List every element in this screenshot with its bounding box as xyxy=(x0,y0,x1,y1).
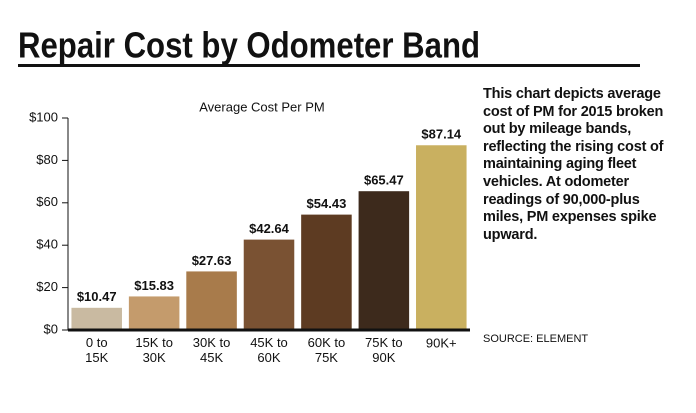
value-label: $27.63 xyxy=(192,253,232,268)
y-tick-label: $20 xyxy=(36,279,58,294)
x-tick-label: 90K+ xyxy=(426,335,457,350)
value-label: $54.43 xyxy=(307,196,347,211)
y-tick-label: $80 xyxy=(36,152,58,167)
bar xyxy=(416,145,467,330)
value-label: $15.83 xyxy=(134,278,174,293)
bar xyxy=(186,271,237,330)
title-rule xyxy=(18,64,640,67)
y-tick-label: $60 xyxy=(36,194,58,209)
y-tick-label: $0 xyxy=(44,321,58,336)
x-tick-label: 30K to 45K xyxy=(193,335,231,365)
y-tick-label: $100 xyxy=(29,109,58,124)
value-label: $42.64 xyxy=(249,221,290,236)
x-tick-label: 15K to 30K xyxy=(135,335,173,365)
description: This chart depicts average cost of PM fo… xyxy=(483,86,664,243)
value-label: $87.14 xyxy=(421,127,462,142)
bar xyxy=(243,239,295,330)
chart-title: Repair Cost by Odometer Band xyxy=(18,25,480,66)
x-tick-label: 0 to 15K xyxy=(85,335,108,365)
bar xyxy=(358,191,410,330)
bar xyxy=(128,296,180,330)
y-tick-label: $40 xyxy=(36,237,58,252)
chart-subtitle: Average Cost Per PM xyxy=(199,99,324,114)
x-tick-label: 60K to 75K xyxy=(308,335,346,365)
value-label: $65.47 xyxy=(364,173,404,188)
value-label: $10.47 xyxy=(77,289,117,304)
source: SOURCE: ELEMENT xyxy=(483,333,589,345)
x-tick-label: 75K to 90K xyxy=(365,335,403,365)
x-tick-label: 45K to 60K xyxy=(250,335,288,365)
bar xyxy=(301,214,352,330)
bar xyxy=(71,307,122,330)
